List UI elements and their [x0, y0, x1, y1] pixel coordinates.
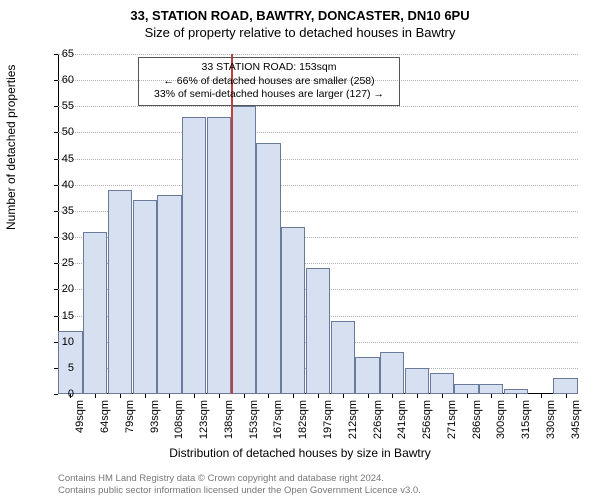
bar: [256, 143, 280, 394]
y-tick-label: 60: [44, 74, 74, 86]
y-tick-label: 10: [44, 336, 74, 348]
bar: [108, 190, 132, 394]
bar: [331, 321, 355, 394]
bar: [306, 268, 330, 394]
bar: [157, 195, 181, 394]
x-tick-label: 212sqm: [347, 400, 359, 450]
y-tick-label: 40: [44, 179, 74, 191]
annotation-line3: 33% of semi-detached houses are larger (…: [145, 88, 393, 102]
y-tick-label: 65: [44, 48, 74, 60]
y-tick-label: 35: [44, 205, 74, 217]
annotation-line1: 33 STATION ROAD: 153sqm: [145, 61, 393, 75]
x-tick-label: 345sqm: [570, 400, 582, 450]
y-tick-label: 0: [44, 388, 74, 400]
x-tick-label: 256sqm: [421, 400, 433, 450]
x-tick-label: 123sqm: [198, 400, 210, 450]
x-tick-label: 79sqm: [124, 400, 136, 450]
x-tick-label: 167sqm: [272, 400, 284, 450]
bar: [133, 200, 157, 394]
y-tick-label: 15: [44, 310, 74, 322]
annotation-box: 33 STATION ROAD: 153sqm ← 66% of detache…: [138, 57, 400, 106]
x-tick-mark: [368, 394, 369, 398]
x-tick-label: 138sqm: [223, 400, 235, 450]
bar: [553, 378, 577, 394]
x-tick-label: 49sqm: [74, 400, 86, 450]
x-tick-mark: [491, 394, 492, 398]
x-tick-mark: [442, 394, 443, 398]
footer-line2: Contains public sector information licen…: [58, 485, 421, 496]
chart-title: 33, STATION ROAD, BAWTRY, DONCASTER, DN1…: [0, 0, 600, 23]
y-tick-label: 30: [44, 231, 74, 243]
bar: [232, 106, 256, 394]
bar: [355, 357, 379, 394]
x-tick-mark: [95, 394, 96, 398]
x-tick-mark: [268, 394, 269, 398]
x-tick-label: 182sqm: [297, 400, 309, 450]
y-tick-label: 25: [44, 257, 74, 269]
x-tick-label: 330sqm: [545, 400, 557, 450]
x-tick-label: 64sqm: [99, 400, 111, 450]
grid-line: [58, 132, 578, 133]
bar: [405, 368, 429, 394]
x-tick-mark: [392, 394, 393, 398]
plot-area: 49sqm64sqm79sqm93sqm108sqm123sqm138sqm15…: [58, 54, 578, 394]
x-tick-mark: [318, 394, 319, 398]
x-tick-mark: [293, 394, 294, 398]
x-tick-label: 153sqm: [248, 400, 260, 450]
x-tick-mark: [343, 394, 344, 398]
bar: [83, 232, 107, 394]
bar: [479, 384, 503, 394]
y-tick-label: 20: [44, 283, 74, 295]
x-tick-mark: [566, 394, 567, 398]
y-tick-label: 45: [44, 153, 74, 165]
x-tick-mark: [169, 394, 170, 398]
x-tick-label: 226sqm: [372, 400, 384, 450]
chart-container: 33, STATION ROAD, BAWTRY, DONCASTER, DN1…: [0, 0, 600, 500]
bar: [430, 373, 454, 394]
x-tick-mark: [219, 394, 220, 398]
x-tick-label: 271sqm: [446, 400, 458, 450]
x-tick-mark: [194, 394, 195, 398]
footer-line1: Contains HM Land Registry data © Crown c…: [58, 473, 421, 484]
x-tick-mark: [467, 394, 468, 398]
y-tick-label: 50: [44, 126, 74, 138]
x-tick-label: 286sqm: [471, 400, 483, 450]
annotation-line2: ← 66% of detached houses are smaller (25…: [145, 75, 393, 89]
x-tick-label: 197sqm: [322, 400, 334, 450]
bar: [454, 384, 478, 394]
x-tick-mark: [541, 394, 542, 398]
bar: [281, 227, 305, 394]
x-axis-label: Distribution of detached houses by size …: [0, 446, 600, 460]
chart-subtitle: Size of property relative to detached ho…: [0, 23, 600, 40]
x-tick-label: 108sqm: [173, 400, 185, 450]
x-tick-label: 93sqm: [149, 400, 161, 450]
y-axis-label: Number of detached properties: [4, 65, 18, 230]
x-tick-mark: [145, 394, 146, 398]
grid-line: [58, 185, 578, 186]
y-tick-label: 5: [44, 362, 74, 374]
x-tick-label: 315sqm: [520, 400, 532, 450]
x-tick-label: 241sqm: [396, 400, 408, 450]
grid-line: [58, 106, 578, 107]
footer-text: Contains HM Land Registry data © Crown c…: [58, 473, 421, 496]
x-tick-mark: [120, 394, 121, 398]
x-tick-mark: [417, 394, 418, 398]
x-tick-mark: [516, 394, 517, 398]
bar: [207, 117, 231, 394]
bar: [182, 117, 206, 394]
x-tick-label: 300sqm: [495, 400, 507, 450]
x-tick-mark: [244, 394, 245, 398]
grid-line: [58, 54, 578, 55]
bar: [380, 352, 404, 394]
grid-line: [58, 159, 578, 160]
y-tick-label: 55: [44, 100, 74, 112]
